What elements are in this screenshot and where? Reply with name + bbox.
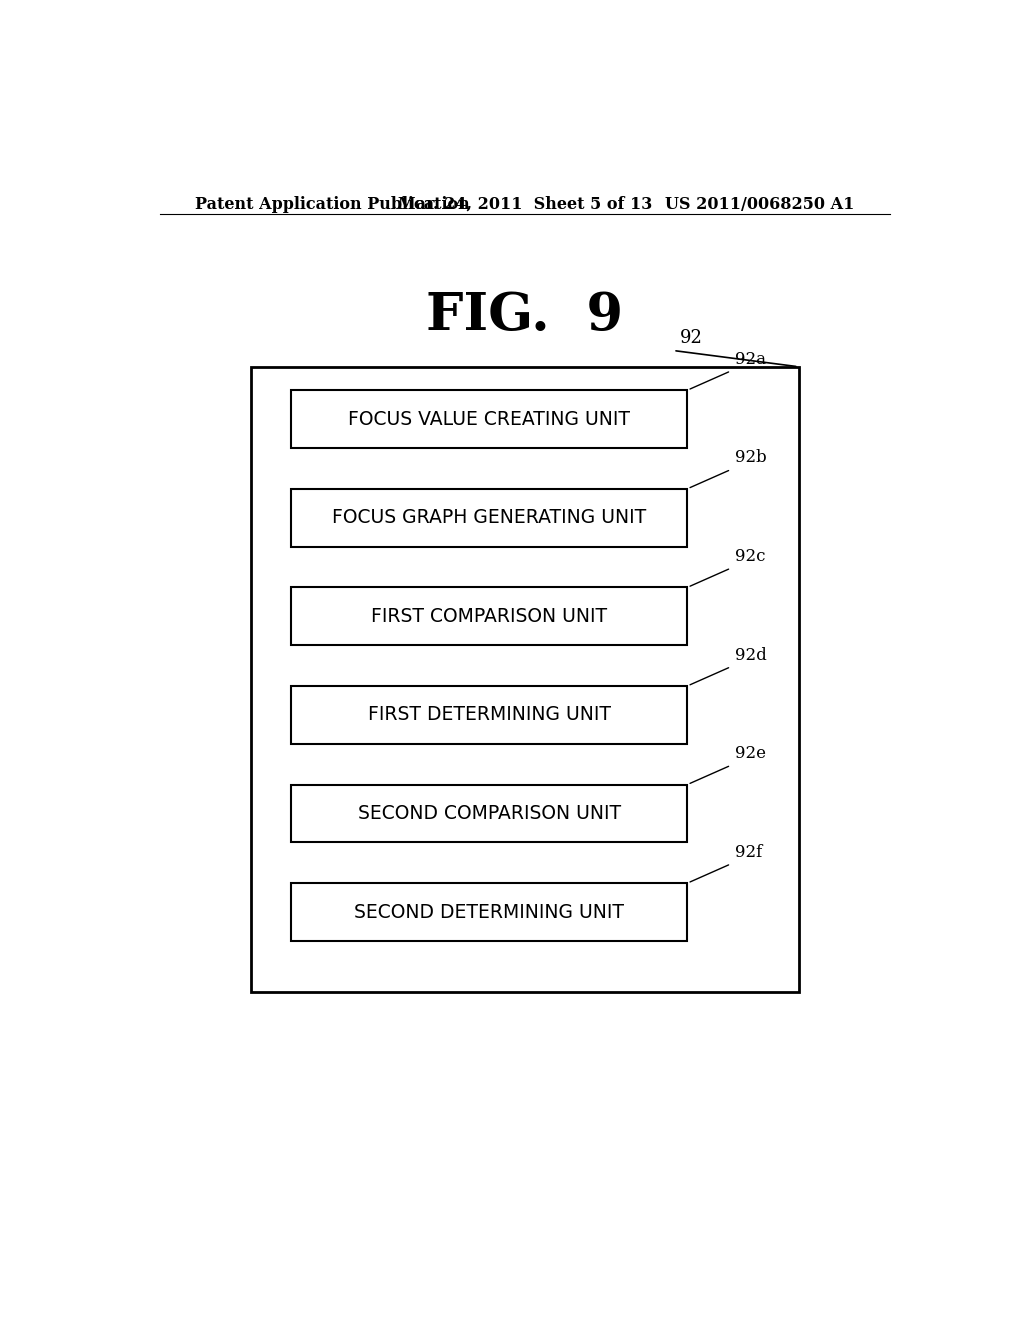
- Bar: [291, 488, 687, 546]
- Bar: [291, 686, 687, 744]
- Text: FIRST DETERMINING UNIT: FIRST DETERMINING UNIT: [368, 705, 610, 725]
- Text: Mar. 24, 2011  Sheet 5 of 13: Mar. 24, 2011 Sheet 5 of 13: [397, 195, 652, 213]
- Bar: [251, 367, 799, 991]
- Text: SECOND DETERMINING UNIT: SECOND DETERMINING UNIT: [354, 903, 624, 921]
- Text: FIRST COMPARISON UNIT: FIRST COMPARISON UNIT: [371, 607, 607, 626]
- Bar: [291, 391, 687, 447]
- Text: FOCUS VALUE CREATING UNIT: FOCUS VALUE CREATING UNIT: [348, 409, 630, 429]
- Text: 92e: 92e: [735, 746, 766, 762]
- Text: FOCUS GRAPH GENERATING UNIT: FOCUS GRAPH GENERATING UNIT: [332, 508, 646, 527]
- Text: 92a: 92a: [735, 351, 766, 368]
- Bar: [291, 784, 687, 842]
- Text: SECOND COMPARISON UNIT: SECOND COMPARISON UNIT: [357, 804, 621, 822]
- Text: 92f: 92f: [735, 843, 762, 861]
- Text: 92: 92: [680, 330, 702, 347]
- Bar: [291, 587, 687, 645]
- Text: 92d: 92d: [735, 647, 767, 664]
- Text: 92b: 92b: [735, 449, 767, 466]
- Text: US 2011/0068250 A1: US 2011/0068250 A1: [665, 195, 854, 213]
- Bar: [291, 883, 687, 941]
- Text: FIG.  9: FIG. 9: [426, 290, 624, 342]
- Text: 92c: 92c: [735, 548, 766, 565]
- Text: Patent Application Publication: Patent Application Publication: [196, 195, 470, 213]
